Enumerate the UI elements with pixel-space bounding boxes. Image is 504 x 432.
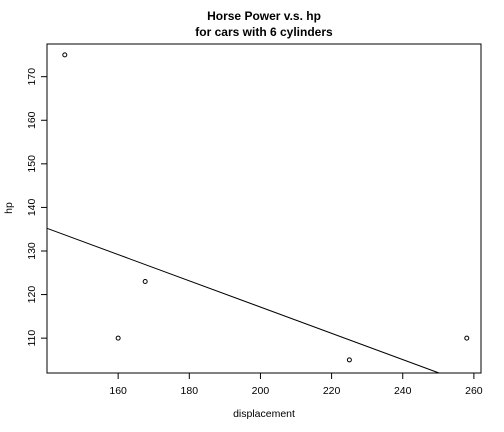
y-tick-label: 160 bbox=[26, 111, 38, 129]
data-point bbox=[62, 52, 68, 58]
y-axis: 110 120 130 140 150 160 170 bbox=[26, 68, 48, 347]
y-tick-label: 170 bbox=[26, 68, 38, 86]
y-tick-label: 120 bbox=[26, 286, 38, 304]
y-tick-label: 140 bbox=[26, 198, 38, 216]
x-tick-label: 220 bbox=[323, 385, 341, 397]
regression-line bbox=[46, 227, 440, 374]
x-axis: 160 180 200 220 240 260 bbox=[109, 372, 483, 397]
data-points bbox=[62, 52, 470, 363]
y-tick-label: 130 bbox=[26, 242, 38, 260]
x-axis-label: displacement bbox=[233, 408, 295, 420]
plot-frame bbox=[46, 43, 482, 374]
data-point bbox=[115, 335, 121, 341]
x-tick-label: 240 bbox=[394, 385, 412, 397]
chart-title-line-2: for cars with 6 cylinders bbox=[195, 25, 333, 39]
x-tick-label: 260 bbox=[465, 385, 483, 397]
x-tick-label: 180 bbox=[181, 385, 199, 397]
data-point bbox=[464, 335, 470, 341]
y-axis-label: hp bbox=[3, 202, 15, 214]
x-tick-label: 200 bbox=[252, 385, 270, 397]
chart-title-line-1: Horse Power v.s. hp bbox=[207, 9, 321, 23]
data-point bbox=[346, 357, 352, 363]
y-tick-label: 150 bbox=[26, 155, 38, 173]
x-tick-label: 160 bbox=[109, 385, 127, 397]
y-tick-label: 110 bbox=[26, 330, 38, 347]
data-point bbox=[142, 278, 148, 284]
regression-line-group bbox=[46, 227, 440, 374]
